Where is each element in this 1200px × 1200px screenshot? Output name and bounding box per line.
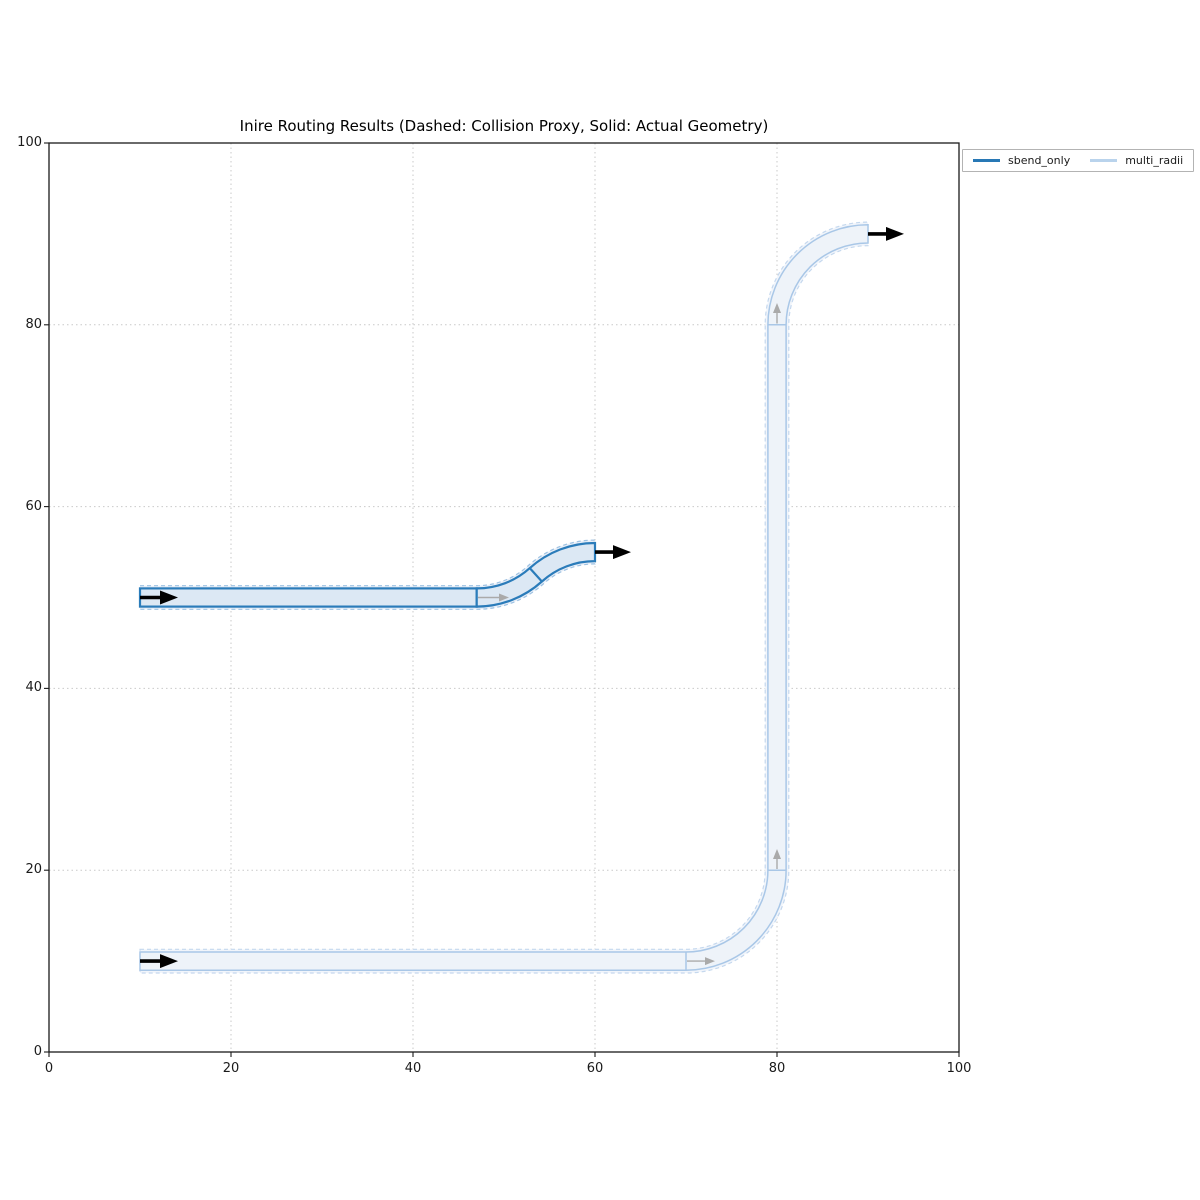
multi-radii-route <box>139 224 869 971</box>
y-tick-label: 80 <box>25 317 42 332</box>
y-tick-label: 40 <box>25 680 42 695</box>
multi-radii-pipe <box>139 224 869 971</box>
port-arrows <box>140 226 904 969</box>
sbend-inflection-divider <box>528 567 543 583</box>
x-tick-label: 40 <box>404 1061 422 1076</box>
y-tick-label: 100 <box>17 135 42 150</box>
multi-radii-line-swatch-icon <box>1090 159 1118 162</box>
legend-item-multi-radii: multi_radii <box>1090 154 1183 167</box>
x-tick-label: 0 <box>44 1061 54 1076</box>
y-tick-label: 20 <box>25 862 42 877</box>
multi-radii-collision-proxy <box>139 221 869 974</box>
x-tick-label: 80 <box>768 1061 786 1076</box>
x-tick-label: 20 <box>222 1061 240 1076</box>
x-tick-label: 100 <box>946 1061 972 1076</box>
legend-item-sbend-only: sbend_only <box>973 154 1070 167</box>
y-tick-label: 60 <box>25 499 42 514</box>
legend: sbend_only multi_radii <box>962 149 1195 172</box>
axes-frame <box>48 142 960 1053</box>
sbend-line-swatch-icon <box>973 159 1000 162</box>
sbend-straight-segment <box>138 587 478 608</box>
legend-label: multi_radii <box>1125 154 1184 167</box>
sbend-route <box>138 541 597 608</box>
proxy-port-arrows <box>478 303 781 966</box>
y-tick-label: 0 <box>33 1044 42 1059</box>
x-tick-label: 60 <box>586 1061 604 1076</box>
tick-marks <box>44 142 960 1057</box>
legend-label: sbend_only <box>1008 154 1071 167</box>
plot-title: Inire Routing Results (Dashed: Collision… <box>239 117 769 135</box>
multi-radii-segment-dividers <box>685 324 787 971</box>
